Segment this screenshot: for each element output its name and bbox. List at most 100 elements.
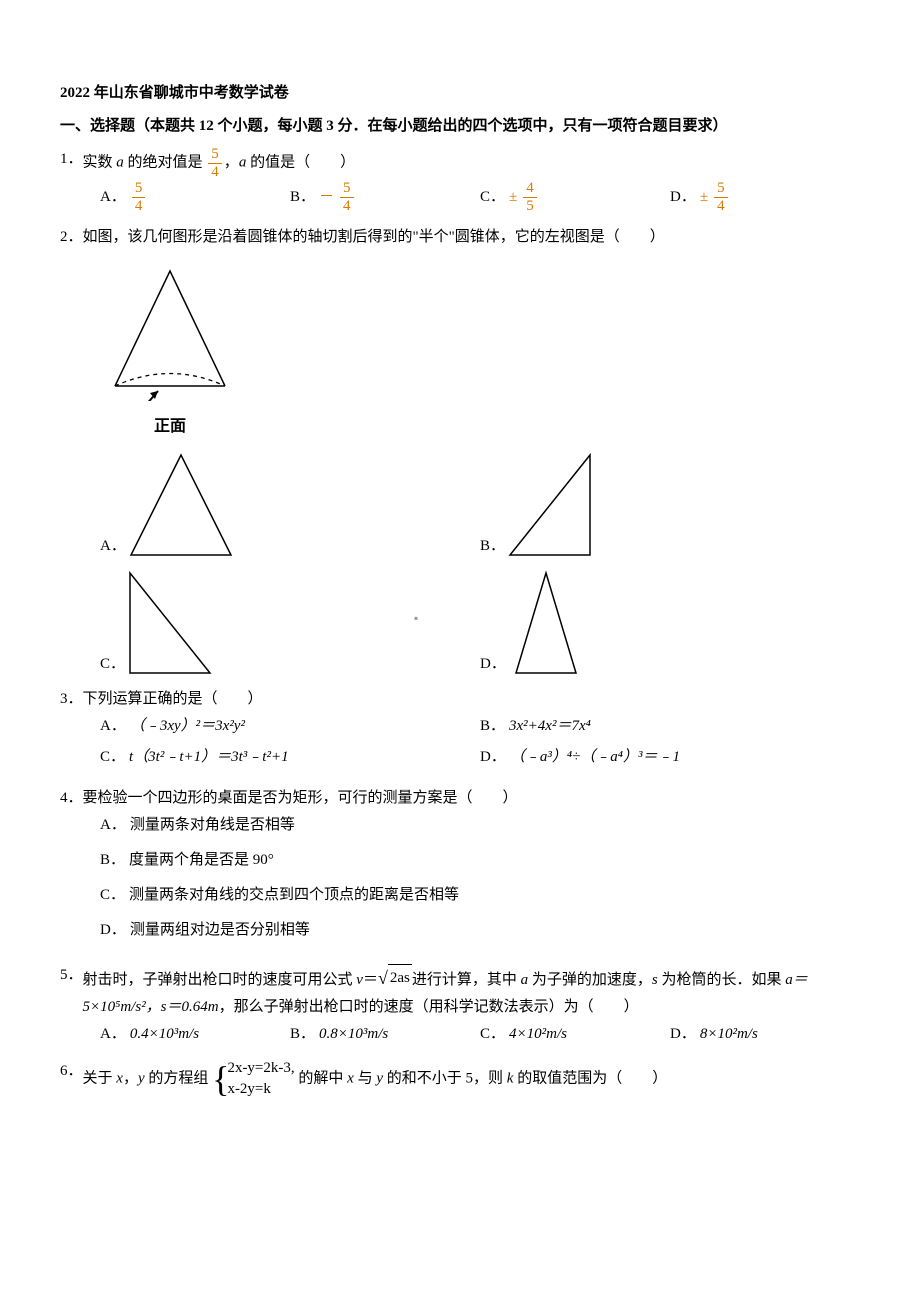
- q4-choices: A．测量两条对角线是否相等 B．度量两个角是否是 90° C．测量两条对角线的交…: [100, 812, 860, 952]
- choice-label: D．: [480, 651, 506, 678]
- q6-var-y: y: [138, 1071, 145, 1087]
- q1-stem-mid: 的绝对值是: [124, 154, 203, 170]
- choice-text: 测量两条对角线的交点到四个顶点的距离是否相等: [129, 882, 459, 909]
- sqrt-body: 2as: [388, 964, 412, 992]
- choice-label: A．: [100, 713, 126, 740]
- q5-choice-d: D．8×10²m/s: [670, 1021, 860, 1048]
- choice-label: A．: [100, 184, 126, 211]
- q1-var-a: a: [116, 154, 124, 170]
- cone-svg: [100, 261, 240, 401]
- choice-label: B．: [100, 847, 125, 874]
- choice-text: t（3t²﹣t+1）＝3t³﹣t²+1: [129, 744, 289, 771]
- triangle-isoceles-narrow: [506, 568, 586, 678]
- choice-label: B．: [290, 1021, 315, 1048]
- q2-choice-a: A．: [100, 450, 480, 560]
- eq2: x-2y=k: [227, 1079, 294, 1100]
- q4-choice-d: D．测量两组对边是否分别相等: [100, 917, 860, 944]
- choice-label: C．: [100, 651, 125, 678]
- q1-choices: A． 54 B． － 54 C． ± 45 D． ± 54: [100, 180, 860, 214]
- choice-text: 测量两条对角线是否相等: [130, 812, 295, 839]
- q6-mid: 的方程组: [145, 1071, 209, 1087]
- q1-stem-pre: 实数: [83, 154, 117, 170]
- question-3: 3． 下列运算正确的是（ ） A．（﹣3xy）²＝3x²y² B．3x²+4x²…: [60, 686, 860, 775]
- q6-number: 6．: [60, 1058, 83, 1085]
- q5-mid2: 为子弹的加速度，: [528, 972, 652, 988]
- q3-number: 3．: [60, 686, 83, 713]
- frac-den: 4: [208, 164, 222, 181]
- q5-var-a: a: [521, 972, 529, 988]
- triangle-right-right: [125, 568, 215, 678]
- question-4: 4． 要检验一个四边形的桌面是否为矩形，可行的测量方案是（ ） A．测量两条对角…: [60, 785, 860, 952]
- choice-frac: 54: [132, 180, 146, 214]
- q5-choices: A．0.4×10³m/s B．0.8×10³m/s C．4×10²m/s D．8…: [100, 1021, 860, 1048]
- q4-stem: 要检验一个四边形的桌面是否为矩形，可行的测量方案是（ ）: [83, 785, 860, 812]
- choice-text: 测量两组对边是否分别相等: [130, 917, 310, 944]
- q6-var-y2: y: [376, 1071, 383, 1087]
- q5-number: 5．: [60, 962, 83, 989]
- q1-choice-d: D． ± 54: [670, 180, 860, 214]
- triangle-isoceles: [126, 450, 236, 560]
- choice-label: C．: [480, 184, 505, 211]
- q5-choice-a: A．0.4×10³m/s: [100, 1021, 290, 1048]
- q2-choices-row2: C． D． ▪: [100, 568, 860, 678]
- choice-label: C．: [480, 1021, 505, 1048]
- q5-mid: 进行计算，其中: [412, 972, 521, 988]
- q1-stem-end: 的值是（ ）: [246, 154, 355, 170]
- q3-choice-b: B．3x²+4x²＝7x⁴: [480, 713, 860, 740]
- choice-frac: 54: [340, 180, 354, 214]
- q1-choice-b: B． － 54: [290, 180, 480, 214]
- q6-comma: ，: [123, 1071, 138, 1087]
- q6-var-x2: x: [347, 1071, 354, 1087]
- choice-label: D．: [100, 917, 126, 944]
- question-1: 1． 实数 a 的绝对值是 54，a 的值是（ ） A． 54 B． － 54 …: [60, 146, 860, 214]
- question-6: 6． 关于 x，y 的方程组 {2x-y=2k-3,x-2y=k 的解中 x 与…: [60, 1058, 860, 1100]
- q1-choice-c: C． ± 45: [480, 180, 670, 214]
- choice-label: A．: [100, 1021, 126, 1048]
- choice-label: D．: [670, 1021, 696, 1048]
- q6-stem: 关于 x，y 的方程组 {2x-y=2k-3,x-2y=k 的解中 x 与 y …: [83, 1058, 860, 1100]
- choice-label: A．: [100, 533, 126, 560]
- q6-post: 的和不小于 5，则: [383, 1071, 507, 1087]
- question-5: 5． 射击时，子弹射出枪口时的速度可用公式 v＝√2as进行计算，其中 a 为子…: [60, 962, 860, 1048]
- q4-choice-b: B．度量两个角是否是 90°: [100, 847, 860, 874]
- q5-var-v: v: [356, 972, 363, 988]
- exam-title: 2022 年山东省聊城市中考数学试卷: [60, 80, 860, 107]
- eq1: 2x-y=2k-3,: [227, 1058, 294, 1079]
- q5-choice-b: B．0.8×10³m/s: [290, 1021, 480, 1048]
- q3-choice-d: D．（﹣a³）⁴÷（﹣a⁴）³＝﹣1: [480, 744, 860, 771]
- cone-front-label: 正面: [100, 413, 240, 442]
- choice-text: （﹣3xy）²＝3x²y²: [130, 713, 245, 740]
- q4-choice-c: C．测量两条对角线的交点到四个顶点的距离是否相等: [100, 882, 860, 909]
- choice-text: 3x²+4x²＝7x⁴: [509, 713, 591, 740]
- q6-pre: 关于: [83, 1071, 117, 1087]
- q6-and: 与: [354, 1071, 377, 1087]
- q4-choice-a: A．测量两条对角线是否相等: [100, 812, 860, 839]
- frac-num: 5: [208, 146, 222, 164]
- q6-var-x: x: [116, 1071, 123, 1087]
- q5-choice-c: C．4×10²m/s: [480, 1021, 670, 1048]
- choice-label: D．: [670, 184, 696, 211]
- q3-choice-c: C．t（3t²﹣t+1）＝3t³﹣t²+1: [100, 744, 480, 771]
- choice-sign: ±: [700, 184, 708, 211]
- choice-label: B．: [480, 533, 505, 560]
- q2-choice-b: B．: [480, 450, 860, 560]
- q1-stem: 实数 a 的绝对值是 54，a 的值是（ ）: [83, 146, 860, 180]
- q2-choices-row1: A． B．: [100, 450, 860, 560]
- q4-number: 4．: [60, 785, 83, 812]
- choice-frac: 45: [523, 180, 537, 214]
- section-instruction: 一、选择题（本题共 12 个小题，每小题 3 分．在每小题给出的四个选项中，只有…: [60, 113, 860, 140]
- equation-system: 2x-y=2k-3,x-2y=k: [227, 1058, 294, 1100]
- q3-choices: A．（﹣3xy）²＝3x²y² B．3x²+4x²＝7x⁴ C．t（3t²﹣t+…: [100, 713, 860, 775]
- choice-label: B．: [290, 184, 315, 211]
- choice-label: C．: [100, 744, 125, 771]
- choice-frac: 54: [714, 180, 728, 214]
- q3-choice-a: A．（﹣3xy）²＝3x²y²: [100, 713, 480, 740]
- page-dot-icon: ▪: [414, 608, 418, 630]
- q2-number: 2．: [60, 224, 83, 251]
- choice-sign: －: [319, 184, 334, 211]
- q1-choice-a: A． 54: [100, 180, 290, 214]
- choice-label: A．: [100, 812, 126, 839]
- choice-text: 0.8×10³m/s: [319, 1021, 388, 1048]
- q5-mid3: 为枪筒的长．如果: [658, 972, 786, 988]
- choice-sign: ±: [509, 184, 517, 211]
